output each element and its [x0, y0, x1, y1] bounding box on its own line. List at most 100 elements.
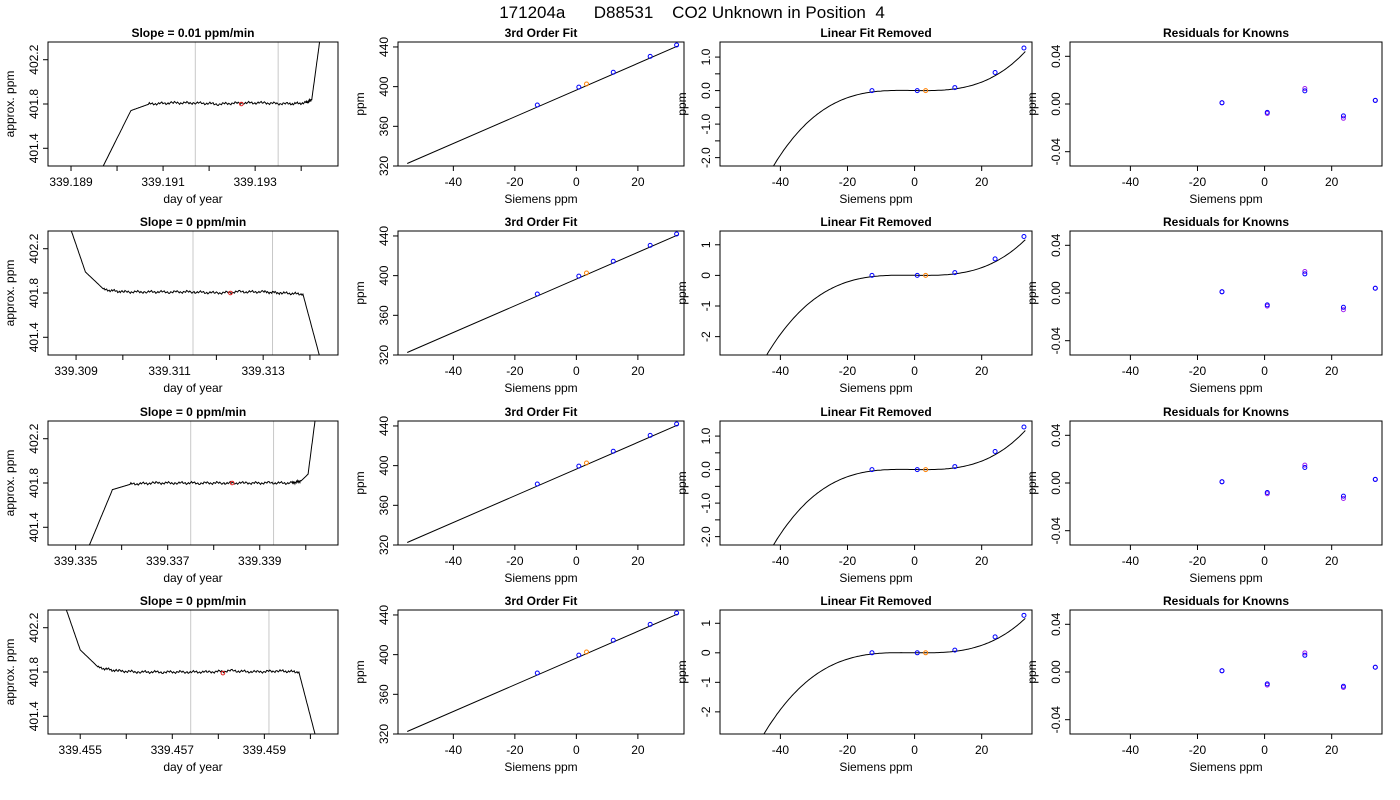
y-tick-label: 1.0: [699, 48, 713, 65]
known-standard-point: [576, 463, 582, 469]
y-tick-label: 320: [377, 724, 391, 744]
fit-line: [407, 234, 679, 353]
unknown-sample-point: [584, 460, 590, 466]
x-tick-label: 20: [975, 175, 989, 189]
y-tick-label: 0.04: [1049, 423, 1063, 447]
known-standard-point: [674, 42, 680, 48]
plot-area: [65, 610, 316, 734]
y-tick-label: 0.04: [1049, 233, 1063, 257]
y-axis-label: ppm: [675, 660, 689, 683]
residual-point: [1264, 681, 1270, 687]
residual-point: [1219, 668, 1225, 674]
panel-title: Linear Fit Removed: [820, 215, 931, 229]
panel-res-row-0: Residuals for Knowns -40 -20 0 20 Siemens ppm…: [1025, 26, 1383, 206]
known-standard-point: [534, 670, 540, 676]
y-tick-label: -2: [699, 331, 713, 342]
y-tick-label: 401.4: [27, 512, 41, 542]
residual-point: [1302, 465, 1308, 470]
known-standard-point: [869, 272, 875, 278]
plot-frame: [47, 230, 339, 356]
y-tick-label: -2.0: [699, 526, 713, 547]
panel-fit-row-3: 3rd Order Fit -40 -20 0 20 Siemens ppm 320 360 4…: [353, 594, 685, 774]
residual-point: [1302, 88, 1308, 94]
plot-area: [763, 612, 1027, 734]
plot-area: [1219, 269, 1378, 313]
x-axis-label: Siemens ppm: [504, 760, 577, 774]
x-tick-label: 0: [1261, 554, 1268, 568]
x-tick-label: -40: [772, 743, 790, 757]
y-axis-label: ppm: [1025, 660, 1039, 683]
x-tick-label: -40: [445, 743, 463, 757]
unknown-sample-point: [584, 649, 590, 655]
residual-point: [1264, 490, 1270, 496]
known-standard-point: [914, 467, 920, 473]
x-tick-label: 20: [631, 743, 645, 757]
plot-frame: [397, 230, 685, 356]
plot-area: [407, 421, 680, 543]
y-axis-label: ppm: [353, 92, 367, 115]
y-tick-label: 320: [377, 535, 391, 555]
residual-point: [1340, 304, 1346, 310]
known-standard-point: [869, 88, 875, 94]
y-tick-label: 0.00: [1049, 281, 1063, 305]
panel-raw-row-0: Slope = 0.01 ppm/min 339.189 339.191 339.19…: [3, 26, 339, 206]
y-tick-label: 0.0: [699, 82, 713, 99]
plot-frame: [719, 230, 1033, 356]
known-standard-point: [674, 421, 680, 427]
y-tick-label: -0.04: [1049, 706, 1063, 734]
y-tick-label: 401.8: [27, 89, 41, 119]
plot-area: [407, 42, 680, 164]
figure-title: 171204a D88531 CO2 Unknown in Position 4: [499, 3, 885, 22]
plot-frame: [719, 420, 1033, 546]
panel-title: 3rd Order Fit: [505, 405, 578, 419]
plot-area: [407, 231, 680, 353]
x-tick-label: -40: [772, 554, 790, 568]
x-tick-label: -40: [1122, 364, 1140, 378]
y-tick-label: 0.00: [1049, 92, 1063, 116]
unknown-sample-point: [923, 467, 929, 473]
panel-res-row-3: Residuals for Knowns -40 -20 0 20 Siemens ppm…: [1025, 594, 1383, 774]
x-axis-label: Siemens ppm: [1189, 571, 1262, 585]
known-standard-point: [869, 467, 875, 473]
known-standard-point: [952, 647, 958, 653]
x-tick-label: 20: [975, 364, 989, 378]
x-tick-label: 0: [573, 364, 580, 378]
panel-title: Slope = 0.01 ppm/min: [131, 26, 254, 40]
panel-title: Linear Fit Removed: [820, 594, 931, 608]
panel-title: Residuals for Knowns: [1163, 26, 1289, 40]
y-tick-label: 1: [699, 241, 713, 248]
x-tick-label: 339.337: [146, 554, 190, 568]
y-axis-label: approx. ppm: [3, 450, 17, 517]
x-axis-label: Siemens ppm: [1189, 381, 1262, 395]
residual-point-alt: [1302, 86, 1308, 91]
panel-raw-row-1: Slope = 0 ppm/min 339.309 339.311 339.313 da…: [3, 215, 339, 395]
plot-area: [772, 45, 1027, 166]
residual-point-alt: [1340, 115, 1346, 121]
known-standard-point: [610, 69, 616, 75]
panel-title: 3rd Order Fit: [505, 26, 578, 40]
raw-trace-line: [65, 610, 316, 734]
x-tick-label: -40: [1122, 175, 1140, 189]
y-tick-label: 400: [377, 644, 391, 664]
panel-fit-row-1: 3rd Order Fit -40 -20 0 20 Siemens ppm 320 360 4…: [353, 215, 685, 395]
known-standard-point: [647, 242, 653, 248]
panel-title: Residuals for Knowns: [1163, 405, 1289, 419]
y-tick-label: 360: [377, 684, 391, 704]
y-tick-label: 0.0: [699, 461, 713, 478]
x-axis-label: Siemens ppm: [839, 381, 912, 395]
residual-point: [1302, 652, 1308, 658]
x-tick-label: -40: [1122, 743, 1140, 757]
y-tick-label: -0.04: [1049, 517, 1063, 545]
y-axis-label: ppm: [1025, 92, 1039, 115]
x-tick-label: 339.457: [151, 743, 195, 757]
sample-mean-marker: [229, 480, 235, 486]
known-standard-point: [869, 650, 875, 656]
x-tick-label: 0: [911, 175, 918, 189]
panel-fit-row-2: 3rd Order Fit -40 -20 0 20 Siemens ppm 320 360 4…: [353, 405, 685, 585]
x-tick-label: 20: [975, 554, 989, 568]
x-tick-label: -20: [506, 364, 524, 378]
y-tick-label: 401.8: [27, 468, 41, 498]
panels-grid: Slope = 0.01 ppm/min 339.189 339.191 339.19…: [3, 26, 1383, 774]
y-tick-label: 402.2: [27, 423, 41, 453]
